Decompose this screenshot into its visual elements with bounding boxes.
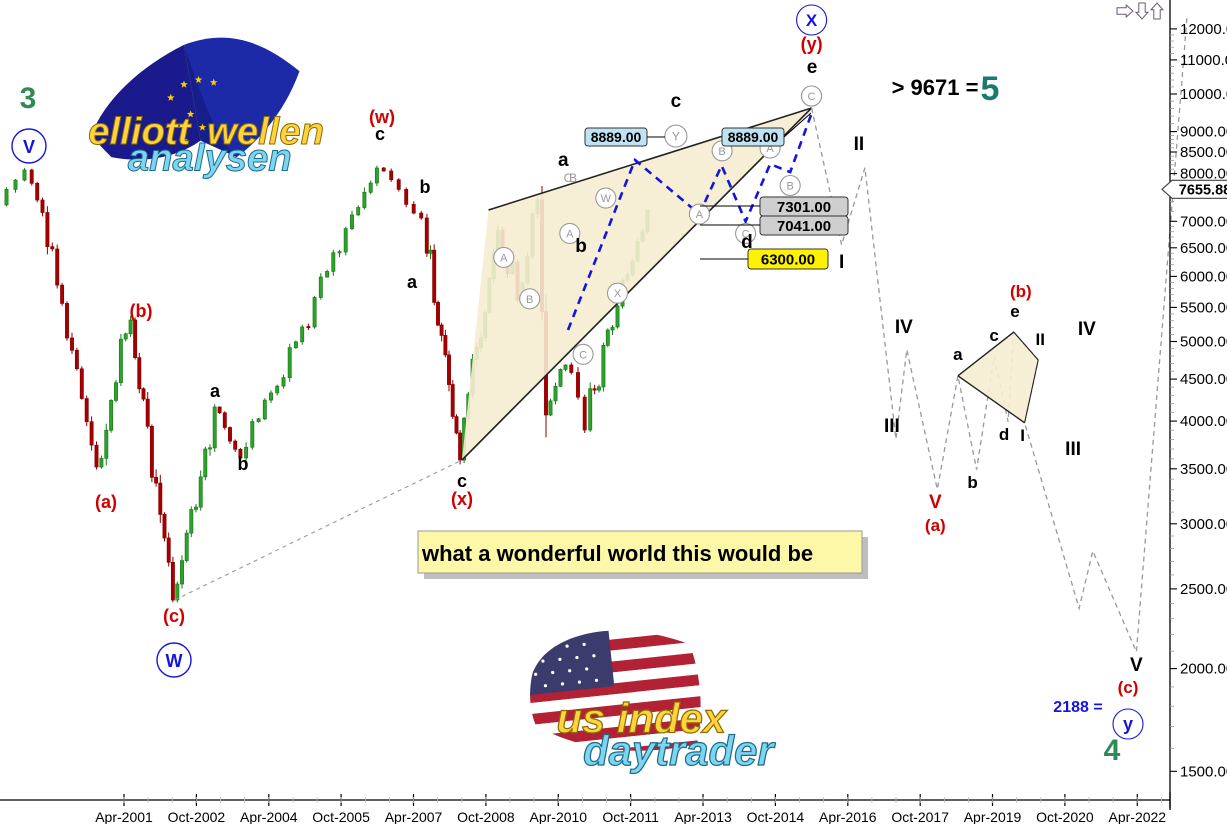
svg-text:3000.00: 3000.00 — [1180, 516, 1227, 533]
svg-text:B: B — [526, 294, 533, 306]
svg-text:II: II — [854, 134, 865, 155]
svg-text:analysen: analysen — [128, 136, 292, 179]
svg-text:c: c — [671, 91, 682, 112]
svg-text:5000.00: 5000.00 — [1180, 334, 1227, 351]
svg-text:12000.00: 12000.00 — [1180, 21, 1227, 38]
svg-text:B: B — [718, 146, 725, 158]
svg-text:1500.00: 1500.00 — [1180, 763, 1227, 780]
svg-text:Apr-2022: Apr-2022 — [1109, 809, 1167, 824]
svg-text:III: III — [1065, 439, 1081, 460]
svg-text:W: W — [166, 651, 183, 671]
svg-text:a: a — [558, 150, 569, 171]
svg-text:(x): (x) — [451, 489, 473, 509]
svg-text:Apr-2001: Apr-2001 — [95, 809, 153, 824]
svg-text:what a wonderful world this wo: what a wonderful world this would be — [421, 541, 813, 566]
svg-text:4000.00: 4000.00 — [1180, 413, 1227, 430]
svg-text:W: W — [601, 193, 612, 205]
svg-text:6300.00: 6300.00 — [761, 251, 815, 268]
svg-text:b: b — [967, 473, 977, 492]
svg-text:V: V — [23, 137, 35, 157]
svg-text:Oct-2020: Oct-2020 — [1036, 809, 1094, 824]
svg-text:e: e — [1010, 302, 1019, 321]
svg-text:11000.00: 11000.00 — [1180, 52, 1227, 69]
svg-text:Oct-2011: Oct-2011 — [602, 809, 659, 824]
svg-text:Oct-2002: Oct-2002 — [168, 809, 226, 824]
svg-text:b: b — [420, 177, 431, 197]
svg-text:6000.00: 6000.00 — [1180, 268, 1227, 285]
svg-text:X: X — [614, 288, 622, 300]
svg-text:III: III — [884, 416, 900, 437]
svg-text:A: A — [500, 252, 508, 264]
svg-text:I: I — [1020, 426, 1025, 445]
svg-text:2500.00: 2500.00 — [1180, 581, 1227, 598]
svg-text:5500.00: 5500.00 — [1180, 299, 1227, 316]
svg-text:Apr-2010: Apr-2010 — [530, 809, 588, 824]
svg-text:Oct-2008: Oct-2008 — [457, 809, 515, 824]
svg-text:a: a — [953, 345, 963, 364]
svg-text:Apr-2019: Apr-2019 — [964, 809, 1022, 824]
svg-text:a: a — [407, 272, 418, 292]
svg-text:(c): (c) — [163, 606, 185, 626]
svg-text:d: d — [999, 425, 1009, 444]
svg-text:y: y — [1123, 714, 1133, 734]
svg-text:Oct-2005: Oct-2005 — [312, 809, 370, 824]
svg-text:a: a — [210, 381, 221, 401]
svg-text:b: b — [238, 454, 249, 474]
svg-text:daytrader: daytrader — [583, 727, 776, 774]
svg-text:8500.00: 8500.00 — [1180, 144, 1227, 161]
svg-text:(y): (y) — [801, 34, 823, 54]
svg-text:4: 4 — [1104, 734, 1121, 767]
svg-text:c: c — [375, 124, 385, 144]
svg-text:b: b — [575, 236, 587, 257]
svg-text:3500.00: 3500.00 — [1180, 461, 1227, 478]
svg-text:Oct-2014: Oct-2014 — [747, 809, 805, 824]
svg-text:II: II — [1035, 330, 1044, 349]
svg-text:C: C — [808, 91, 816, 103]
svg-text:B: B — [787, 181, 794, 193]
svg-text:(b): (b) — [1010, 282, 1032, 301]
svg-text:B: B — [569, 171, 577, 185]
svg-text:8889.00: 8889.00 — [728, 129, 779, 145]
svg-text:7041.00: 7041.00 — [777, 218, 831, 235]
svg-text:IV: IV — [895, 317, 913, 338]
svg-text:Apr-2016: Apr-2016 — [819, 809, 877, 824]
svg-text:6500.00: 6500.00 — [1180, 240, 1227, 257]
svg-text:(w): (w) — [369, 107, 395, 127]
svg-text:4500.00: 4500.00 — [1180, 371, 1227, 388]
svg-text:Y: Y — [672, 129, 680, 143]
svg-text:c: c — [457, 471, 467, 491]
svg-text:2188 =: 2188 = — [1053, 699, 1102, 716]
svg-text:IV: IV — [1078, 319, 1096, 340]
svg-text:8889.00: 8889.00 — [591, 129, 642, 145]
svg-text:Apr-2013: Apr-2013 — [674, 809, 732, 824]
svg-text:(a): (a) — [95, 492, 117, 512]
svg-text:Oct-2017: Oct-2017 — [891, 809, 949, 824]
svg-text:2000.00: 2000.00 — [1180, 661, 1227, 678]
svg-text:(c): (c) — [1118, 678, 1139, 697]
svg-text:X: X — [806, 11, 818, 30]
svg-text:7301.00: 7301.00 — [777, 199, 831, 216]
svg-text:> 9671 =: > 9671 = — [892, 75, 979, 100]
svg-text:V: V — [929, 492, 942, 513]
svg-text:Apr-2007: Apr-2007 — [385, 809, 443, 824]
svg-text:9000.00: 9000.00 — [1180, 124, 1227, 141]
svg-text:C: C — [579, 349, 587, 361]
svg-text:c: c — [989, 326, 998, 345]
svg-text:(b): (b) — [130, 301, 153, 321]
svg-text:V: V — [1130, 655, 1143, 676]
svg-text:e: e — [807, 57, 818, 78]
svg-text:3: 3 — [20, 82, 37, 115]
svg-text:(a): (a) — [925, 516, 946, 535]
svg-text:Apr-2004: Apr-2004 — [240, 809, 298, 824]
svg-text:7000.00: 7000.00 — [1180, 213, 1227, 230]
svg-text:I: I — [839, 252, 844, 273]
svg-text:A: A — [566, 228, 574, 240]
svg-text:5: 5 — [981, 70, 1000, 108]
svg-text:7655.88: 7655.88 — [1179, 182, 1227, 198]
svg-text:10000.00: 10000.00 — [1180, 86, 1227, 103]
svg-text:A: A — [696, 209, 704, 221]
